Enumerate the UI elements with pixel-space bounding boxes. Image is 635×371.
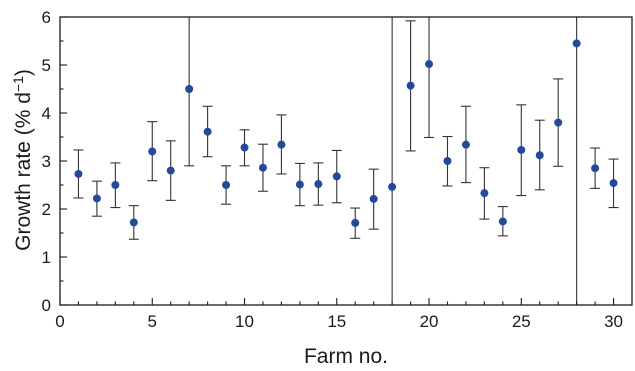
data-point: [185, 85, 194, 93]
data-point: [535, 151, 544, 160]
y-tick-label: 1: [42, 248, 51, 267]
data-point: [498, 217, 507, 226]
axes: 0 5 10 15 20 25 30 0 1 2 3 4 5 6: [42, 8, 633, 331]
data-point: [111, 181, 120, 189]
data-point: [425, 60, 434, 69]
plot-frame: [59, 16, 633, 306]
y-axis-title-text: Growth rate (% d: [12, 92, 35, 251]
data-point: [277, 140, 286, 149]
data-point: [295, 180, 304, 189]
y-tick-label: 5: [42, 56, 51, 75]
x-axis-title: Farm no.: [304, 345, 388, 368]
x-tick-label: 5: [148, 312, 157, 331]
plot-area: [73, 17, 619, 305]
data-point: [240, 143, 249, 152]
data-point: [388, 182, 397, 191]
data-point: [609, 179, 618, 188]
data-point: [129, 218, 138, 227]
data-point: [351, 218, 360, 227]
y-axis-title-close: ): [12, 69, 35, 76]
data-point: [369, 194, 378, 203]
data-point: [591, 164, 600, 173]
y-tick-label: 0: [42, 296, 51, 315]
data-point: [554, 118, 563, 127]
y-tick-label: 3: [42, 152, 51, 171]
data-point: [74, 169, 83, 178]
y-tick-label: 4: [42, 104, 51, 123]
data-point: [203, 127, 212, 136]
x-tick-label: 20: [420, 312, 439, 331]
data-point: [461, 140, 470, 149]
y-tick-label: 2: [42, 200, 51, 219]
data-point: [258, 163, 267, 172]
y-axis-title-superscript: −1: [10, 76, 26, 92]
data-point: [572, 39, 581, 48]
data-point: [222, 181, 231, 189]
data-point: [406, 81, 415, 90]
data-point: [166, 166, 175, 175]
x-tick-label: 15: [327, 312, 346, 331]
y-axis-title: Growth rate (% d−1): [10, 69, 35, 251]
data-point: [443, 157, 452, 165]
data-point: [480, 189, 489, 198]
data-point: [92, 194, 101, 203]
data-point: [332, 172, 341, 181]
data-point: [517, 145, 526, 154]
y-tick-label: 6: [42, 8, 51, 27]
x-tick-label: 10: [235, 312, 254, 331]
data-point: [314, 180, 323, 189]
x-tick-label: 25: [512, 312, 531, 331]
data-point: [148, 147, 157, 156]
x-tick-label: 0: [55, 312, 64, 331]
x-tick-label: 30: [604, 312, 623, 331]
